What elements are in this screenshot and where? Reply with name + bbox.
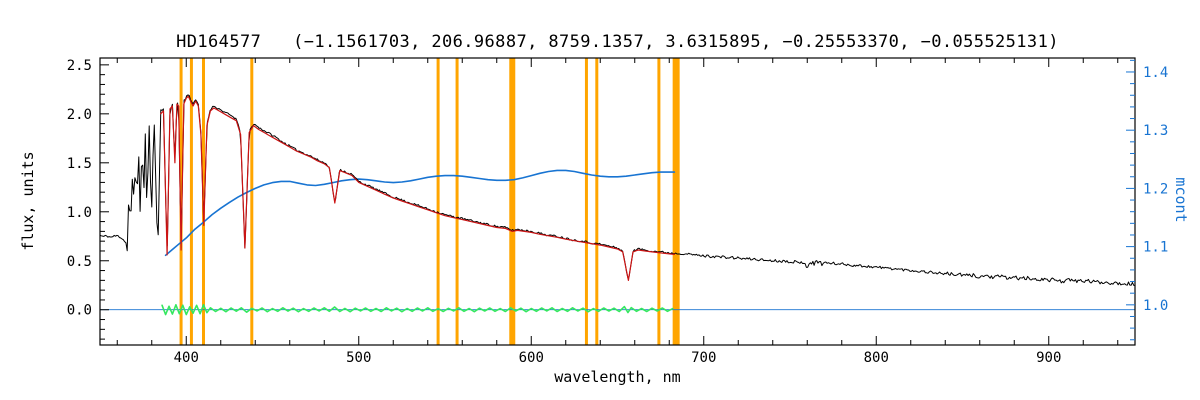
svg-text:2.5: 2.5 (67, 58, 92, 74)
x-axis-label: wavelength, nm (554, 368, 681, 386)
svg-text:700: 700 (691, 350, 716, 366)
svg-text:900: 900 (1036, 350, 1061, 366)
svg-text:0.5: 0.5 (67, 254, 92, 270)
svg-text:2.0: 2.0 (67, 107, 92, 123)
svg-text:500: 500 (346, 350, 371, 366)
svg-text:1.5: 1.5 (67, 156, 92, 172)
svg-text:1.3: 1.3 (1143, 123, 1168, 139)
plot-title: HD164577 (−1.1561703, 206.96887, 8759.13… (176, 32, 1059, 52)
svg-text:400: 400 (174, 350, 199, 366)
svg-text:600: 600 (519, 350, 544, 366)
svg-text:800: 800 (864, 350, 889, 366)
svg-text:1.2: 1.2 (1143, 181, 1168, 197)
svg-text:1.1: 1.1 (1143, 240, 1168, 256)
svg-text:0.0: 0.0 (67, 303, 92, 319)
svg-text:1.0: 1.0 (1143, 298, 1168, 314)
svg-text:1.4: 1.4 (1143, 65, 1168, 81)
svg-text:1.0: 1.0 (67, 205, 92, 221)
